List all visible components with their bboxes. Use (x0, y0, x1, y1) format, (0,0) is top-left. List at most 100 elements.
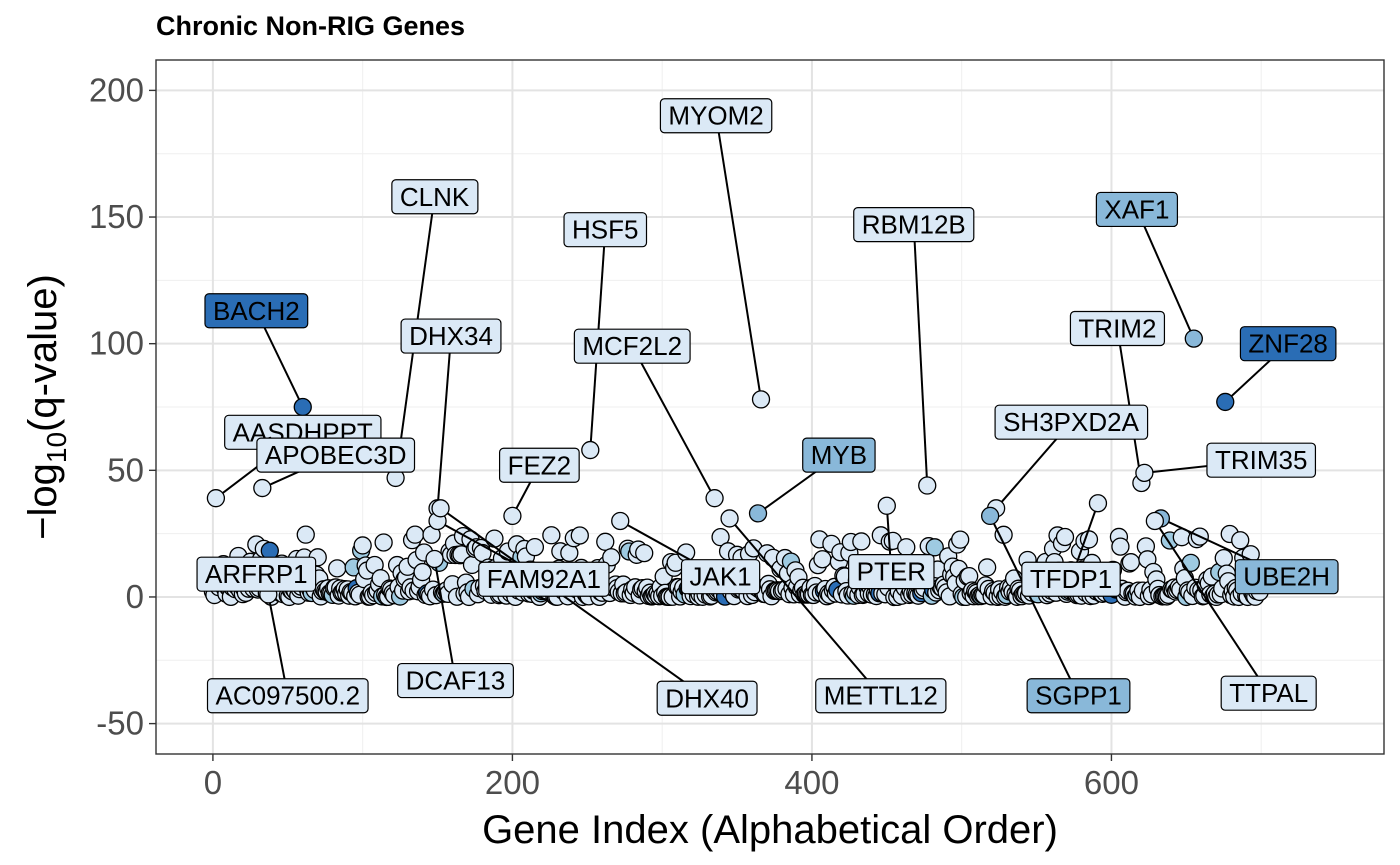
data-point (1135, 463, 1154, 483)
data-point (581, 440, 600, 460)
labeled-points (206, 329, 1235, 604)
gene-label: ZNF28 (1239, 326, 1337, 362)
axes: 0 200 400 600 -50 0 50 100 150 200 (89, 71, 1139, 801)
leader-line (439, 507, 708, 700)
data-point (611, 511, 630, 531)
leader-line (715, 115, 763, 400)
y-tick-label: 0 (126, 578, 144, 615)
gene-label-box (397, 662, 514, 699)
gene-label: UBE2H (1234, 559, 1339, 595)
data-point (1216, 392, 1235, 412)
data-point (425, 549, 444, 569)
data-point (1055, 527, 1075, 547)
data-point (980, 506, 1000, 526)
gene-label-text: CLNK (400, 182, 470, 212)
gene-label: DCAF13 (397, 662, 514, 699)
gene-labels: BACH2AASDHPPTAPOBEC3DARFRP1AC097500.2CLN… (196, 98, 1339, 716)
gene-label-box (815, 678, 947, 714)
gene-label-text: ARFRP1 (205, 559, 308, 589)
data-point (951, 530, 970, 549)
gene-label-text: BACH2 (213, 296, 300, 326)
data-point (405, 525, 425, 544)
gene-label-text: MYOM2 (668, 101, 763, 131)
gene-label-text: FAM92A1 (487, 564, 601, 594)
gene-label: TFDP1 (1021, 561, 1121, 597)
gene-label: TRIM2 (1069, 310, 1166, 347)
data-point (925, 538, 944, 557)
data-point (751, 390, 771, 409)
gene-label-box (680, 559, 761, 595)
data-point (1088, 494, 1108, 513)
y-axis-title: −log10(q-value) (21, 274, 72, 540)
gene-label-text: TRIM2 (1078, 313, 1156, 343)
gene-label-text: MCF2L2 (582, 331, 682, 361)
data-point (328, 559, 347, 578)
gene-label: FEZ2 (498, 447, 580, 483)
data-point (1145, 511, 1165, 531)
gene-label-box (1239, 326, 1337, 362)
data-point (918, 476, 937, 495)
gene-label: XAF1 (1095, 191, 1179, 228)
gene-label-box (1026, 678, 1131, 714)
data-point (1214, 548, 1233, 568)
data-point (977, 558, 997, 577)
gene-label: AC097500.2 (206, 678, 369, 714)
chart-title: Chronic Non-RIG Genes (156, 11, 466, 41)
gene-label: MCF2L2 (573, 328, 691, 364)
gene-label: CLNK (391, 179, 479, 215)
gene-label-text: SH3PXD2A (1003, 407, 1139, 437)
gene-label-text: ZNF28 (1248, 329, 1327, 359)
gene-label: RBM12B (853, 207, 975, 243)
gene-label: DHX34 (400, 318, 502, 354)
gene-label-box (563, 212, 648, 248)
gene-label-box (204, 293, 309, 329)
y-tick-label: 150 (89, 198, 144, 235)
data-point (374, 533, 393, 552)
gene-label-box (400, 318, 502, 354)
x-tick-label: 200 (485, 764, 540, 801)
gene-label-box (802, 437, 876, 473)
gene-label-box (391, 179, 479, 215)
y-axis-title-suffix: (q-value) (21, 274, 65, 432)
gene-label: METTL12 (815, 678, 947, 714)
gene-label-text: PTER (857, 557, 926, 587)
data-point (1181, 553, 1200, 573)
y-tick-label: 50 (107, 451, 144, 488)
x-tick-label: 0 (204, 764, 222, 801)
data-point (602, 548, 621, 567)
gene-label: APOBEC3D (256, 437, 416, 473)
data-point (813, 550, 832, 569)
gene-label-text: APOBEC3D (265, 440, 407, 470)
leader-line (1154, 520, 1270, 694)
leader-line (728, 517, 882, 697)
gene-label-box (1234, 559, 1339, 595)
data-point (1121, 553, 1141, 572)
gene-label-box (853, 207, 975, 243)
gene-label-box (1069, 310, 1166, 347)
gene-label-text: DCAF13 (406, 666, 506, 696)
data-point (852, 532, 871, 551)
leader-line (989, 515, 1080, 697)
gene-label-text: FEZ2 (508, 450, 572, 480)
gene-label: HSF5 (563, 212, 648, 248)
data-point (570, 526, 589, 545)
data-point (897, 538, 916, 557)
gene-label-text: TFDP1 (1030, 564, 1112, 594)
gene-label: FAM92A1 (478, 561, 610, 597)
gene-label-box (573, 328, 691, 364)
gene-label: TTPAL (1220, 675, 1317, 711)
data-point (542, 526, 561, 545)
data-point (431, 499, 450, 518)
gene-label-box (1021, 561, 1121, 597)
gene-label-text: MYB (811, 440, 867, 470)
gene-label-text: UBE2H (1243, 562, 1330, 592)
data-point (711, 528, 730, 547)
data-point (705, 489, 724, 508)
data-point (1184, 329, 1203, 348)
gene-label-box (656, 680, 758, 716)
y-tick-label: -50 (96, 705, 144, 742)
gene-label: MYOM2 (659, 98, 773, 134)
gene-label-text: HSF5 (572, 215, 638, 245)
leader-line (1135, 209, 1195, 340)
gene-label: SGPP1 (1026, 678, 1131, 714)
